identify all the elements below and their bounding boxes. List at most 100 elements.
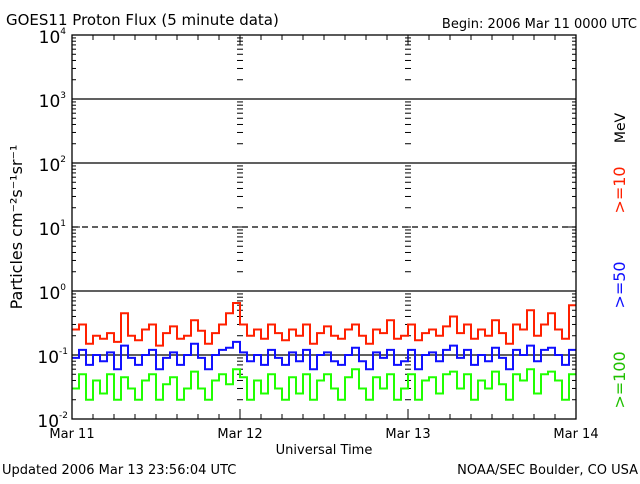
data-point <box>431 376 434 378</box>
data-point <box>116 398 119 401</box>
data-point <box>305 349 308 351</box>
data-point <box>151 323 154 326</box>
data-point <box>536 392 539 395</box>
data-point <box>158 368 161 370</box>
data-point <box>529 309 532 312</box>
data-point <box>193 370 196 373</box>
data-point <box>445 349 448 351</box>
data-point <box>144 328 147 331</box>
data-point <box>564 364 567 366</box>
data-point <box>193 319 196 321</box>
data-point <box>550 312 553 314</box>
grid-lines <box>72 98 576 356</box>
data-point <box>172 351 175 354</box>
data-point <box>270 349 273 351</box>
series-line-1 <box>72 340 576 371</box>
data-point <box>207 368 210 370</box>
data-point <box>333 387 336 390</box>
data-point <box>179 398 182 401</box>
data-point <box>284 398 287 401</box>
data-point <box>319 332 322 334</box>
x-tick-label: Mar 12 <box>217 427 262 442</box>
data-point <box>179 364 182 366</box>
x-tick-label: Mar 11 <box>49 427 94 442</box>
data-point <box>480 354 483 356</box>
data-point <box>452 344 455 347</box>
data-point <box>74 357 77 359</box>
y-tick-label: 104 <box>39 27 67 48</box>
data-point <box>221 323 224 326</box>
data-point <box>319 354 322 356</box>
data-point <box>368 368 371 370</box>
data-point <box>326 373 329 376</box>
data-point <box>109 332 112 334</box>
data-point <box>151 349 154 351</box>
data-point <box>263 392 266 395</box>
data-point <box>522 328 525 331</box>
data-point <box>347 328 350 331</box>
data-point <box>494 370 497 373</box>
data-point <box>200 329 203 332</box>
plot-frame <box>71 34 577 420</box>
data-point <box>473 337 476 340</box>
data-point <box>214 332 217 334</box>
data-point <box>102 360 105 363</box>
data-point <box>522 379 525 382</box>
data-point <box>382 357 385 359</box>
data-point <box>473 398 476 401</box>
data-point <box>186 387 189 390</box>
data-point <box>172 376 175 378</box>
data-point <box>95 379 98 382</box>
data-point <box>340 398 343 401</box>
data-point <box>312 398 315 401</box>
data-point <box>417 368 420 370</box>
data-point <box>214 379 217 382</box>
data-point <box>207 342 210 345</box>
data-point <box>235 368 238 370</box>
data-point <box>130 334 133 337</box>
data-point <box>277 357 280 359</box>
data-point <box>403 387 406 390</box>
data-point <box>361 360 364 363</box>
y-tick-label: 10-1 <box>37 347 68 368</box>
data-point <box>249 360 252 363</box>
data-point <box>522 354 525 356</box>
series-line-2 <box>72 368 576 401</box>
data-point <box>375 351 378 354</box>
data-point <box>564 398 567 401</box>
data-point <box>487 360 490 363</box>
data-point <box>291 328 294 331</box>
data-point <box>123 376 126 378</box>
data-point <box>228 383 231 385</box>
data-point <box>305 323 308 326</box>
data-point <box>81 373 84 376</box>
data-point <box>277 332 280 334</box>
data-point <box>347 354 350 356</box>
data-point <box>242 323 245 326</box>
data-point <box>137 364 140 366</box>
data-point <box>109 373 112 376</box>
y-tick-label: 100 <box>39 283 67 304</box>
data-point <box>270 323 273 326</box>
data-point <box>312 368 315 370</box>
data-point <box>158 344 161 347</box>
data-point <box>543 373 546 376</box>
data-point <box>354 323 357 326</box>
data-point <box>165 332 168 334</box>
data-point <box>109 351 112 354</box>
data-point <box>326 351 329 354</box>
data-point <box>508 342 511 345</box>
legend: MeV >=10 >=50 >=100 <box>610 112 629 408</box>
data-point <box>193 342 196 345</box>
data-point <box>438 392 441 395</box>
data-point <box>368 342 371 345</box>
data-point <box>221 373 224 376</box>
data-point <box>424 332 427 334</box>
data-point <box>466 373 469 376</box>
data-point <box>473 364 476 366</box>
data-point <box>543 323 546 326</box>
data-point <box>515 349 518 351</box>
data-point <box>557 328 560 331</box>
data-point <box>466 349 469 351</box>
data-point <box>291 351 294 354</box>
